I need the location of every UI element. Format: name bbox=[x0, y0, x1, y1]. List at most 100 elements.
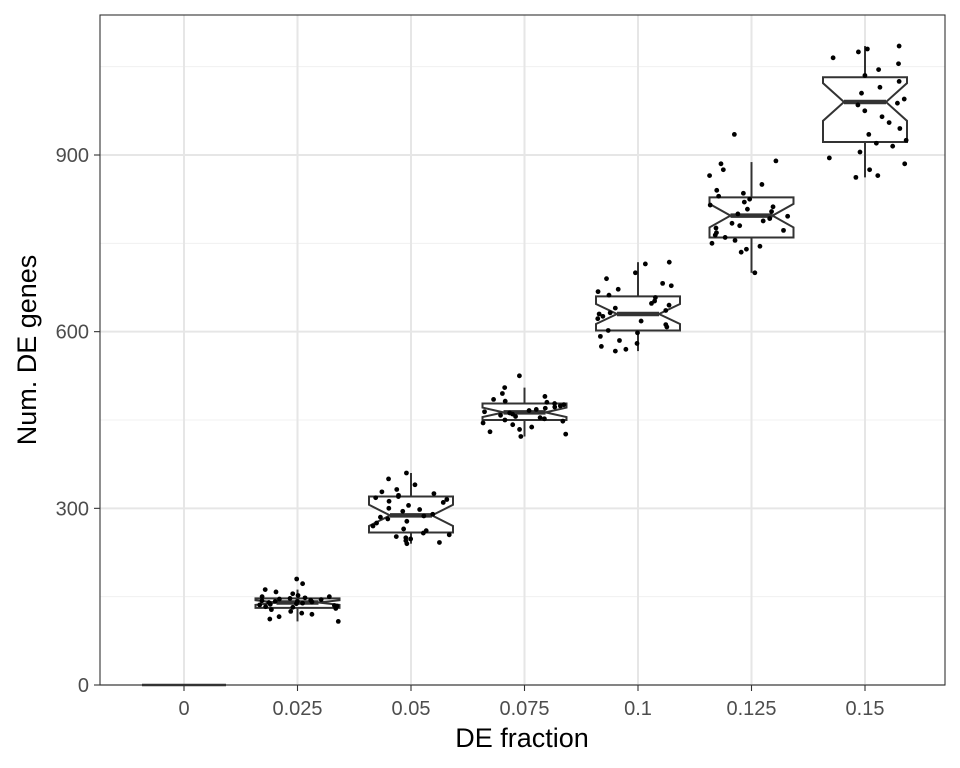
data-point bbox=[482, 409, 487, 415]
data-point bbox=[896, 43, 902, 49]
data-point bbox=[294, 576, 300, 582]
data-point bbox=[785, 213, 791, 219]
data-point bbox=[731, 131, 737, 137]
data-point bbox=[767, 216, 773, 222]
data-point bbox=[604, 276, 609, 282]
data-point bbox=[326, 594, 332, 600]
data-point bbox=[498, 412, 503, 418]
jitter-points-layer bbox=[257, 43, 909, 624]
data-point bbox=[862, 73, 868, 78]
data-point bbox=[857, 149, 863, 155]
data-point bbox=[781, 227, 786, 233]
y-axis-title: Num. DE genes bbox=[12, 255, 42, 446]
data-point bbox=[722, 235, 728, 240]
data-point bbox=[709, 240, 715, 246]
data-point bbox=[373, 495, 379, 501]
data-point bbox=[552, 401, 558, 406]
data-point bbox=[896, 61, 901, 67]
data-point bbox=[480, 420, 486, 426]
data-point bbox=[867, 167, 873, 173]
data-point bbox=[714, 187, 720, 193]
data-point bbox=[716, 193, 722, 199]
data-point bbox=[299, 610, 305, 616]
data-point bbox=[401, 526, 407, 532]
data-point bbox=[875, 173, 881, 179]
data-point bbox=[666, 259, 672, 265]
data-point bbox=[737, 223, 743, 229]
data-point bbox=[294, 601, 299, 607]
data-point bbox=[668, 283, 674, 289]
data-point bbox=[895, 100, 900, 106]
data-point bbox=[542, 394, 548, 399]
data-point bbox=[862, 108, 868, 114]
data-point bbox=[713, 225, 719, 231]
plot-panel-border bbox=[99, 14, 946, 686]
data-point bbox=[856, 49, 861, 55]
data-point bbox=[760, 218, 766, 224]
data-point bbox=[276, 596, 282, 602]
minor-gridlines bbox=[100, 66, 945, 598]
data-point bbox=[752, 270, 758, 276]
data-point bbox=[529, 424, 535, 430]
data-point bbox=[437, 540, 442, 545]
data-point bbox=[378, 514, 383, 520]
data-point bbox=[510, 422, 516, 428]
data-point bbox=[300, 581, 306, 587]
data-point bbox=[431, 491, 437, 497]
data-point bbox=[866, 131, 872, 137]
data-point bbox=[663, 308, 669, 313]
data-point bbox=[517, 373, 522, 379]
x-tick-label: 0.1 bbox=[624, 698, 652, 720]
y-tick-label: 0 bbox=[78, 675, 89, 697]
data-point bbox=[757, 243, 763, 249]
data-point bbox=[902, 161, 908, 167]
data-point bbox=[440, 500, 446, 505]
x-axis-title: DE fraction bbox=[455, 723, 589, 753]
data-point bbox=[386, 476, 391, 482]
data-point bbox=[634, 341, 640, 346]
data-point bbox=[740, 190, 746, 196]
data-point bbox=[596, 311, 602, 317]
data-point bbox=[302, 595, 308, 601]
data-point bbox=[606, 292, 612, 298]
data-point bbox=[417, 507, 423, 512]
data-point bbox=[446, 532, 452, 538]
data-point bbox=[404, 470, 409, 476]
data-point bbox=[526, 408, 532, 413]
x-tick-label: 0.05 bbox=[392, 698, 431, 720]
x-tick-label: 0 bbox=[178, 698, 189, 720]
data-point bbox=[595, 289, 601, 295]
data-point bbox=[859, 90, 864, 96]
data-point bbox=[393, 534, 399, 539]
data-point bbox=[890, 143, 896, 149]
x-tick-label: 0.025 bbox=[272, 698, 322, 720]
data-point bbox=[873, 140, 879, 146]
data-point bbox=[897, 126, 903, 131]
data-point bbox=[335, 619, 341, 624]
data-point bbox=[732, 237, 738, 243]
data-point bbox=[273, 589, 279, 595]
data-point bbox=[259, 594, 265, 600]
x-axis: 0 0.025 0.05 0.075 0.1 0.125 0.15 bbox=[178, 685, 884, 720]
data-point bbox=[901, 96, 907, 102]
data-point bbox=[635, 330, 640, 336]
data-point bbox=[408, 536, 414, 542]
data-point bbox=[607, 310, 613, 316]
data-point bbox=[903, 137, 909, 143]
data-point bbox=[290, 604, 296, 610]
x-tick-label: 0.125 bbox=[726, 698, 776, 720]
data-point bbox=[707, 173, 712, 179]
data-point bbox=[333, 606, 339, 611]
data-point bbox=[664, 324, 670, 330]
data-point bbox=[290, 591, 296, 597]
data-point bbox=[855, 102, 861, 108]
data-point bbox=[660, 280, 666, 286]
data-point bbox=[267, 616, 273, 622]
data-point bbox=[318, 597, 324, 603]
data-point bbox=[633, 270, 638, 276]
data-point bbox=[741, 199, 747, 205]
data-point bbox=[288, 608, 294, 614]
data-point bbox=[379, 489, 385, 495]
x-tick-label: 0.075 bbox=[499, 698, 549, 720]
